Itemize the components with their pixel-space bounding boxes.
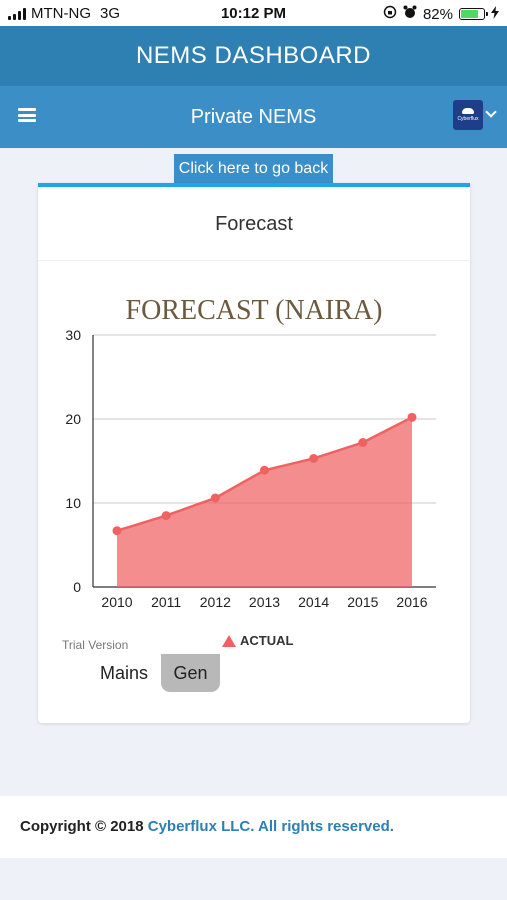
triangle-icon — [222, 634, 236, 647]
data-point-2010[interactable] — [112, 526, 122, 536]
tab-mains[interactable]: Mains — [99, 663, 148, 683]
carrier-name: MTN-NG — [31, 5, 91, 22]
data-point-2014[interactable] — [309, 453, 319, 463]
hamburger-menu-icon[interactable] — [18, 108, 36, 122]
x-tick-label: 2013 — [249, 594, 280, 610]
data-point-2016[interactable] — [407, 412, 417, 422]
series-area-actual — [117, 417, 412, 587]
battery-percent: 82% — [422, 5, 453, 23]
nav-bar: Private NEMS Cyberflux — [0, 86, 507, 148]
charging-icon — [491, 5, 499, 23]
carrier-info: MTN-NG 3G — [8, 5, 120, 22]
app-header: NEMS DASHBOARD — [0, 26, 507, 86]
nav-title: Private NEMS — [190, 106, 317, 128]
network-type: 3G — [100, 5, 121, 22]
x-tick-label: 2014 — [298, 594, 329, 610]
x-tick-label: 2012 — [200, 594, 231, 610]
footer-copyright: Copyright © 2018 — [20, 818, 148, 835]
y-tick-label: 0 — [73, 579, 81, 595]
clock: 10:12 PM — [220, 5, 287, 22]
back-button[interactable]: Click here to go back — [174, 154, 333, 184]
card-title: Forecast — [38, 187, 470, 261]
footer: Copyright © 2018 Cyberflux LLC. All righ… — [0, 796, 507, 858]
data-point-2012[interactable] — [210, 493, 220, 503]
y-tick-label: 20 — [65, 411, 81, 427]
trial-version-label: Trial Version — [62, 638, 129, 652]
y-tick-label: 30 — [65, 327, 81, 343]
status-right: 82% — [383, 5, 499, 23]
rotation-lock-icon — [383, 5, 397, 23]
signal-icon — [8, 7, 26, 20]
x-tick-label: 2015 — [347, 594, 378, 610]
battery-icon — [459, 8, 488, 20]
status-bar: MTN-NG 3G 10:12 PM 82% — [0, 0, 507, 26]
footer-company-link[interactable]: Cyberflux LLC. All rights reserved. — [147, 818, 394, 835]
y-tick-label: 10 — [65, 495, 81, 511]
alarm-icon — [403, 5, 417, 23]
legend-label-actual: ACTUAL — [240, 633, 294, 648]
x-tick-label: 2010 — [101, 594, 132, 610]
x-tick-label: 2016 — [396, 594, 427, 610]
data-point-2015[interactable] — [358, 438, 368, 448]
forecast-card: Forecast FORECAST (NAIRA) 2010 2011 2012 20… — [38, 183, 470, 723]
forecast-chart: FORECAST (NAIRA) 2010 2011 2012 2013 2014 201… — [65, 295, 436, 610]
company-logo[interactable]: Cyberflux — [453, 100, 483, 130]
chart-legend[interactable]: ACTUAL — [222, 633, 293, 648]
tab-gen[interactable]: Gen — [161, 654, 220, 692]
data-point-2011[interactable] — [161, 511, 171, 521]
x-tick-label: 2011 — [151, 594, 181, 610]
chart-title: FORECAST (NAIRA) — [126, 295, 383, 326]
data-point-2013[interactable] — [260, 465, 269, 475]
